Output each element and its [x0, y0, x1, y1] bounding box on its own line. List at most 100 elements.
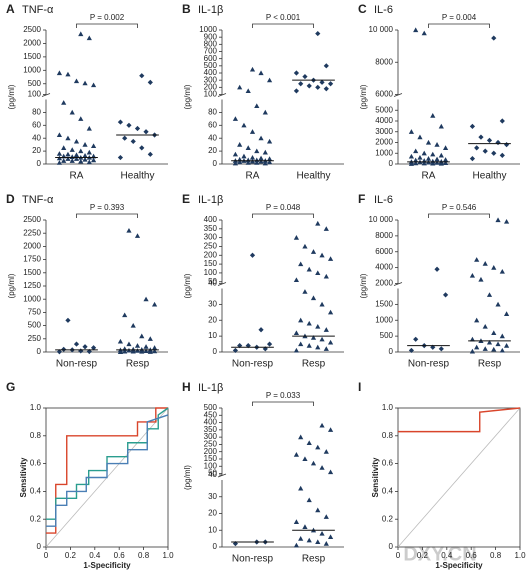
data-point: [86, 35, 92, 41]
y-tick-label: 10: [208, 331, 217, 340]
data-point: [486, 292, 493, 297]
data-point: [258, 155, 264, 161]
data-point: [315, 444, 321, 450]
data-point: [86, 159, 92, 165]
y-tick-label: 2500: [23, 25, 41, 34]
data-point: [323, 541, 329, 546]
panel-title: TNF-α: [22, 194, 54, 206]
y-tick-label: 2000: [375, 138, 393, 147]
data-point: [117, 338, 124, 344]
y-tick-label: 30: [208, 492, 217, 501]
panel-label: C: [358, 2, 367, 16]
y-tick-label: 450: [204, 410, 218, 419]
x-tick-label: 0.2: [65, 551, 77, 560]
y-tick-label: 60: [208, 120, 217, 129]
data-point: [499, 347, 505, 353]
data-point: [69, 147, 75, 152]
data-point: [151, 345, 158, 350]
data-point: [293, 452, 300, 457]
p-bracket: [252, 23, 314, 28]
y-tick-label: 8000: [375, 57, 393, 66]
y-tick-label: 0: [389, 542, 394, 551]
data-point: [442, 145, 449, 150]
y-tick-label: 0: [213, 542, 218, 551]
x-tick-label: 0: [396, 551, 401, 560]
y-tick-label: 80: [208, 108, 217, 117]
roc-curve: [46, 414, 169, 527]
y-tick-label: 300: [204, 432, 218, 441]
p-value: P = 0.393: [90, 203, 125, 212]
x-tick-label: Non-resp: [56, 359, 98, 370]
data-point: [503, 142, 510, 148]
data-point: [474, 257, 480, 262]
data-point: [327, 256, 334, 261]
y-axis-title: (pg/ml): [183, 84, 192, 109]
data-point: [486, 137, 493, 143]
p-value: P = 0.048: [266, 203, 301, 212]
panel-title: IL-6: [374, 194, 393, 206]
y-tick-label: 100: [204, 90, 218, 99]
reference-diagonal: [397, 407, 521, 548]
data-point: [232, 151, 239, 157]
data-point: [90, 157, 97, 163]
data-point: [73, 341, 80, 347]
data-point: [65, 135, 71, 141]
data-point: [323, 226, 329, 231]
data-point: [438, 152, 444, 158]
data-point: [126, 341, 132, 347]
data-point: [241, 122, 247, 128]
y-tick-label: 2000: [375, 279, 393, 288]
data-point: [254, 103, 260, 109]
y-tick-label: 6000: [375, 247, 393, 256]
y-tick-label: 0.8: [382, 431, 394, 440]
y-tick-label: 2000: [23, 39, 41, 48]
data-point: [69, 109, 75, 115]
data-point: [302, 243, 308, 249]
data-point: [143, 348, 149, 354]
data-point: [319, 465, 325, 470]
axis-break: [217, 93, 227, 97]
data-point: [249, 252, 256, 258]
data-point: [319, 252, 325, 258]
data-point: [478, 134, 484, 140]
data-point: [474, 344, 480, 350]
data-point: [122, 312, 128, 318]
data-point: [61, 346, 67, 352]
data-point: [327, 81, 334, 87]
data-point: [139, 333, 145, 339]
data-point: [266, 138, 273, 144]
data-point: [130, 138, 136, 145]
data-point: [139, 73, 145, 79]
data-point: [478, 276, 484, 282]
y-tick-label: 2500: [23, 215, 41, 224]
y-tick-label: 250: [204, 242, 218, 251]
p-bracket: [76, 23, 138, 28]
y-tick-label: 500: [204, 403, 218, 412]
data-point: [122, 348, 128, 354]
data-point: [134, 348, 141, 353]
data-point: [82, 153, 88, 158]
data-point: [474, 145, 480, 151]
y-tick-label: 10: [208, 525, 217, 534]
y-axis-title: (pg/ml): [7, 84, 16, 109]
panel-label: I: [358, 380, 361, 394]
data-point: [298, 317, 304, 323]
data-point: [262, 346, 268, 352]
y-tick-label: 300: [204, 233, 218, 242]
y-tick-label: 30: [208, 299, 217, 308]
y-tick-label: 8000: [375, 231, 393, 240]
data-point: [82, 80, 88, 86]
y-tick-label: 0: [37, 347, 42, 356]
data-point: [139, 145, 145, 151]
y-tick-label: 250: [204, 440, 218, 449]
data-point: [262, 160, 268, 166]
data-point: [421, 150, 427, 156]
y-tick-label: 0.2: [382, 514, 394, 523]
data-point: [82, 156, 88, 162]
data-point: [56, 132, 63, 138]
y-tick-label: 80: [32, 108, 41, 117]
data-point: [315, 30, 321, 37]
p-bracket: [252, 213, 314, 218]
data-point: [262, 109, 268, 115]
y-tick-label: 1000: [23, 294, 41, 303]
